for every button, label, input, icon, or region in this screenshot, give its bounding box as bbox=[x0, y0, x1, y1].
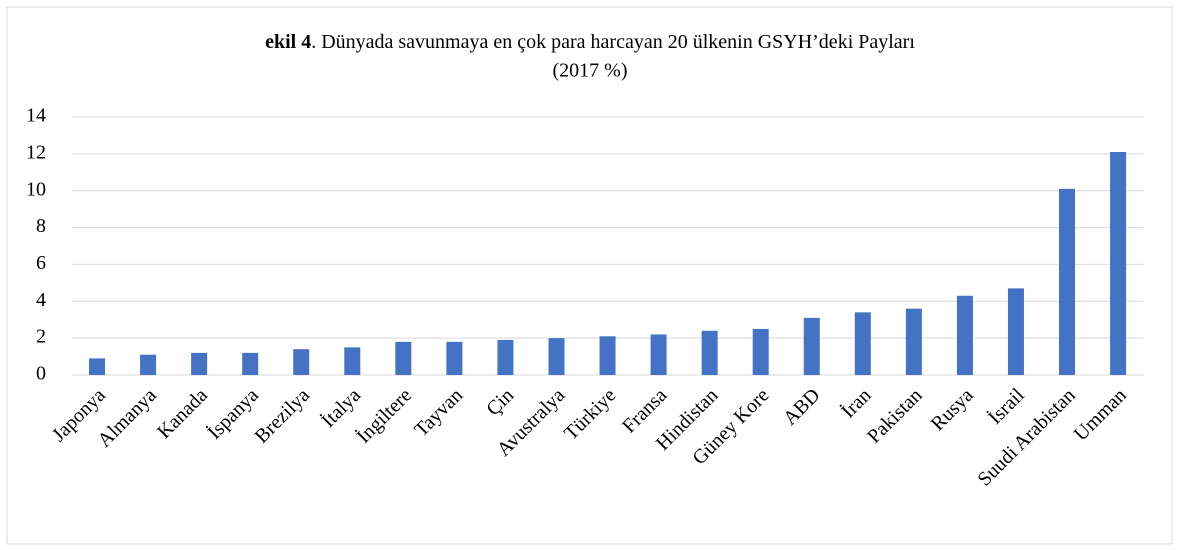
y-tick-label: 4 bbox=[36, 289, 46, 311]
bar bbox=[701, 330, 718, 375]
bar bbox=[548, 338, 565, 375]
bar bbox=[803, 317, 820, 375]
bar bbox=[293, 349, 310, 375]
bar bbox=[650, 334, 667, 375]
bar bbox=[1059, 188, 1076, 375]
y-tick-label: 10 bbox=[26, 178, 46, 200]
bar bbox=[752, 328, 769, 375]
y-tick-label: 2 bbox=[36, 326, 46, 348]
chart-frame bbox=[6, 6, 1173, 545]
y-tick-label: 8 bbox=[36, 215, 46, 237]
bar bbox=[956, 295, 973, 375]
bar bbox=[1110, 152, 1127, 375]
chart-subtitle: (2017 %) bbox=[553, 60, 628, 82]
bar bbox=[854, 312, 871, 375]
bar bbox=[905, 308, 922, 375]
bar bbox=[395, 341, 412, 375]
y-tick-label: 0 bbox=[36, 363, 46, 385]
bar bbox=[191, 352, 208, 375]
chart-title: ekil 4. Dünyada savunmaya en çok para ha… bbox=[265, 31, 915, 53]
bar bbox=[242, 352, 259, 375]
bar bbox=[446, 341, 463, 375]
title-rest: . Dünyada savunmaya en çok para harcayan… bbox=[311, 31, 915, 53]
title-bold: ekil 4 bbox=[265, 31, 311, 53]
y-tick-label: 6 bbox=[36, 252, 46, 274]
bar bbox=[344, 347, 361, 375]
bar bbox=[599, 336, 616, 375]
y-tick-label: 14 bbox=[26, 105, 46, 127]
y-tick-label: 12 bbox=[26, 141, 46, 163]
bar bbox=[89, 358, 106, 375]
bar bbox=[140, 354, 157, 375]
bar bbox=[497, 339, 514, 375]
bar bbox=[1007, 288, 1024, 375]
